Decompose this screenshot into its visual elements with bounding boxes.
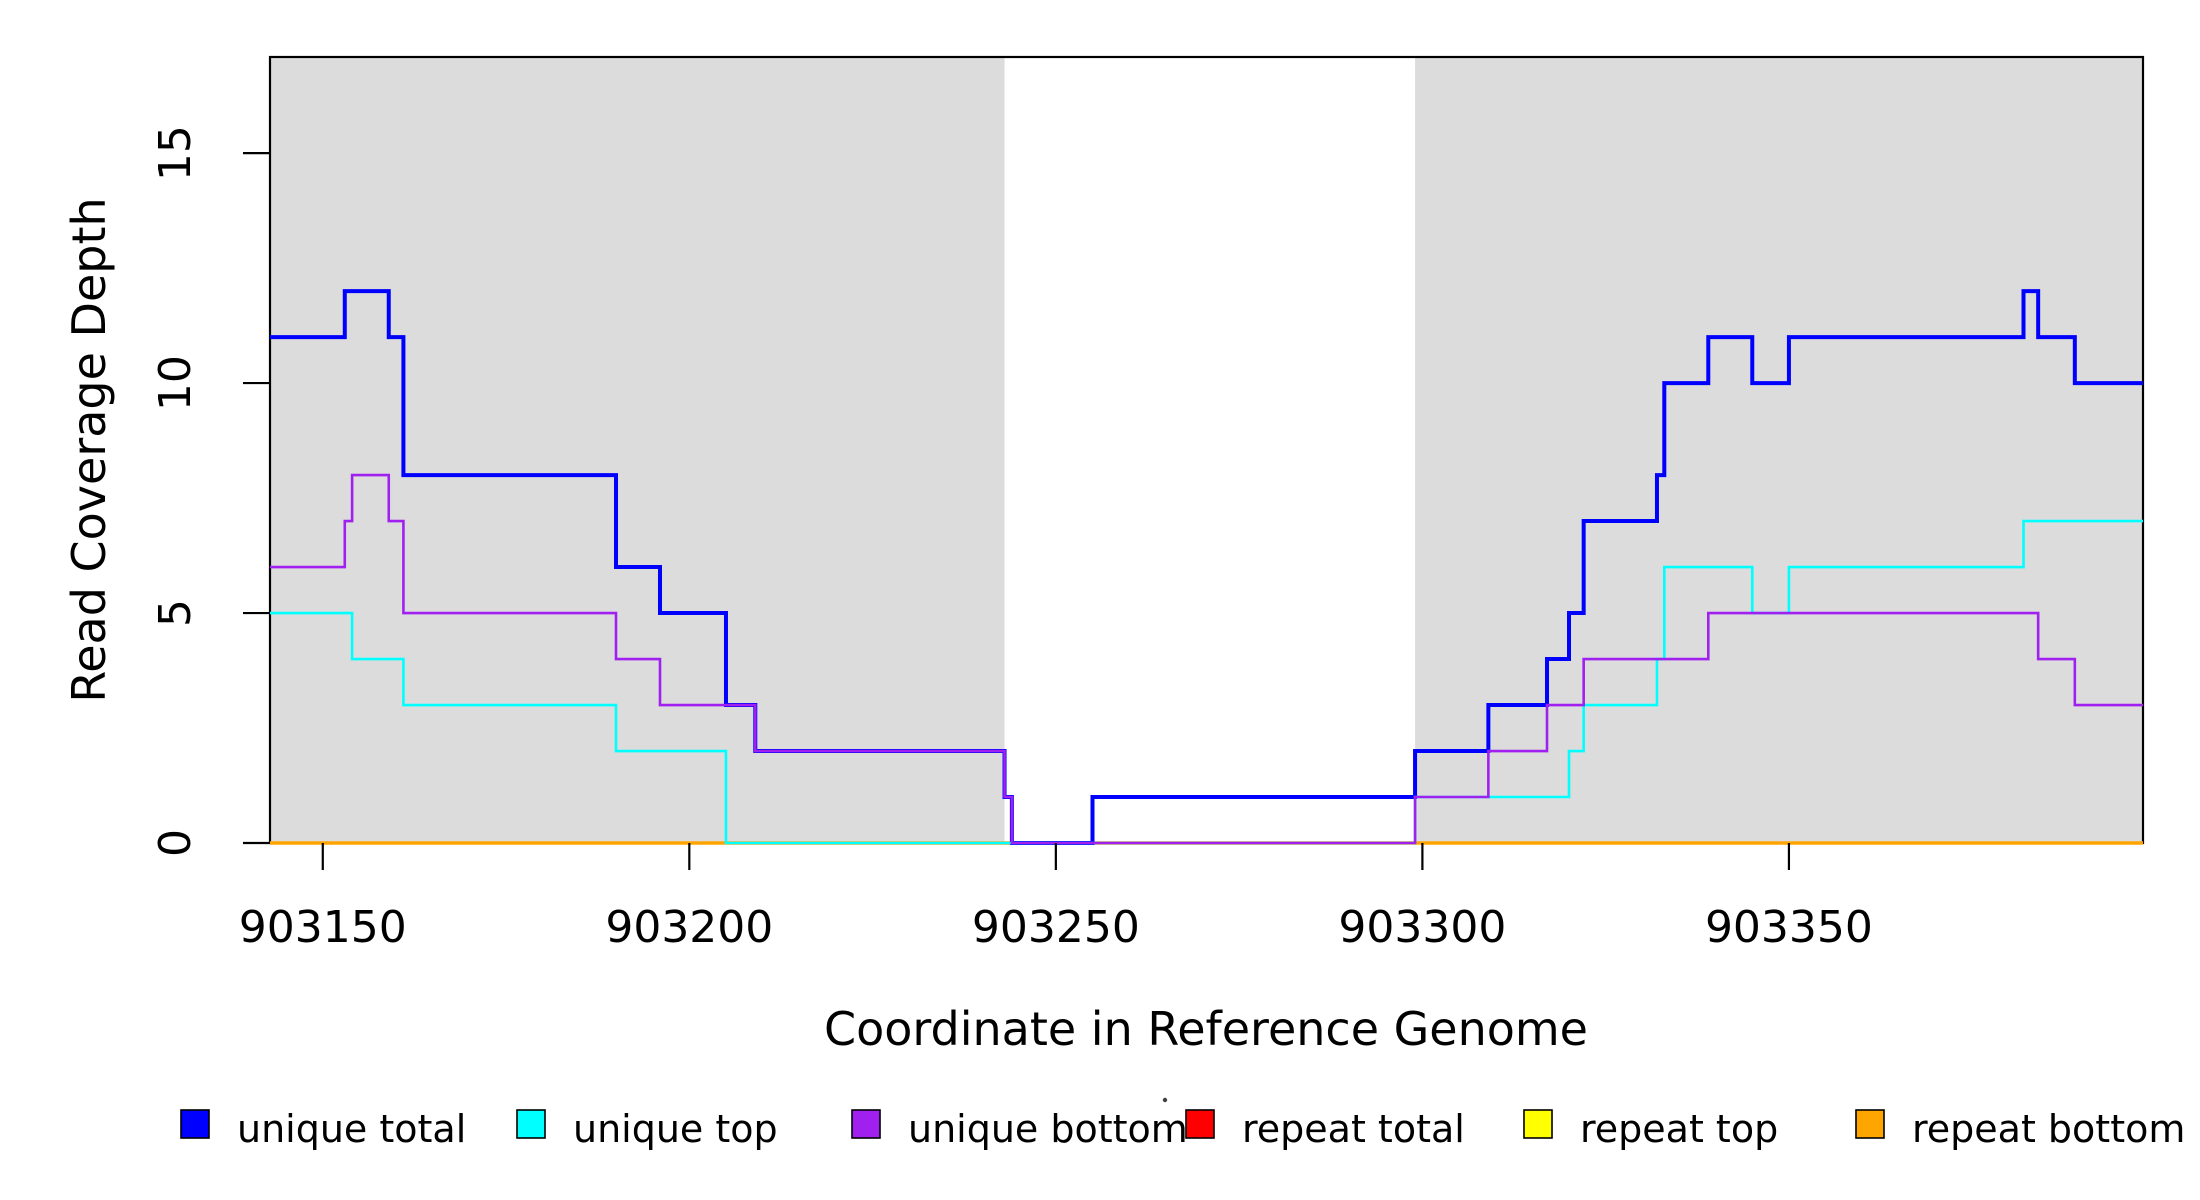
stray-mark-dot: [1162, 1097, 1168, 1103]
series-lines: [270, 289, 2143, 845]
y-axis: 0 5 10 15: [150, 125, 270, 857]
series-line-unique-bottom: [270, 473, 2143, 845]
y-axis-title: Read Coverage Depth: [62, 197, 116, 702]
legend-swatch-repeat-total: [1185, 1109, 1215, 1139]
legend-item-repeat-top: repeat top: [1523, 1107, 1778, 1151]
x-tick-label-2: 903250: [972, 902, 1140, 953]
legend-item-unique-top: unique top: [516, 1107, 778, 1151]
y-tick-label-3: 15: [150, 125, 201, 181]
x-tick-label-3: 903300: [1338, 902, 1506, 953]
legend-swatch-unique-bottom: [851, 1109, 881, 1139]
series-line-unique-total: [270, 289, 2143, 845]
legend-swatch-repeat-top: [1523, 1109, 1553, 1139]
legend-swatch-repeat-bottom: [1855, 1109, 1885, 1139]
x-tick-label-1: 903200: [605, 902, 773, 953]
x-tick-label-0: 903150: [239, 902, 407, 953]
shaded-regions: [270, 57, 2143, 843]
legend-label-unique-top: unique top: [573, 1107, 778, 1151]
legend-item-repeat-total: repeat total: [1185, 1107, 1465, 1151]
legend-label-unique-total: unique total: [237, 1107, 466, 1151]
y-tick-label-1: 5: [150, 599, 201, 627]
legend-swatch-unique-total: [180, 1109, 210, 1139]
legend-item-repeat-bottom: repeat bottom: [1855, 1107, 2185, 1151]
legend-label-repeat-total: repeat total: [1242, 1107, 1465, 1151]
x-axis-title: Coordinate in Reference Genome: [824, 1002, 1588, 1056]
shaded-region-0: [270, 57, 1005, 843]
legend-label-unique-bottom: unique bottom: [908, 1107, 1188, 1151]
x-tick-label-4: 903350: [1705, 902, 1873, 953]
y-tick-label-0: 0: [150, 829, 201, 857]
legend-label-repeat-bottom: repeat bottom: [1912, 1107, 2185, 1151]
legend: unique total unique top unique bottom re…: [180, 1107, 2185, 1151]
legend-label-repeat-top: repeat top: [1580, 1107, 1778, 1151]
shaded-region-1: [1415, 57, 2143, 843]
x-axis: 903150 903200 903250 903300 903350: [239, 843, 1873, 953]
legend-item-unique-bottom: unique bottom: [851, 1107, 1188, 1151]
y-tick-label-2: 10: [150, 355, 201, 411]
legend-swatch-unique-top: [516, 1109, 546, 1139]
legend-item-unique-total: unique total: [180, 1107, 466, 1151]
